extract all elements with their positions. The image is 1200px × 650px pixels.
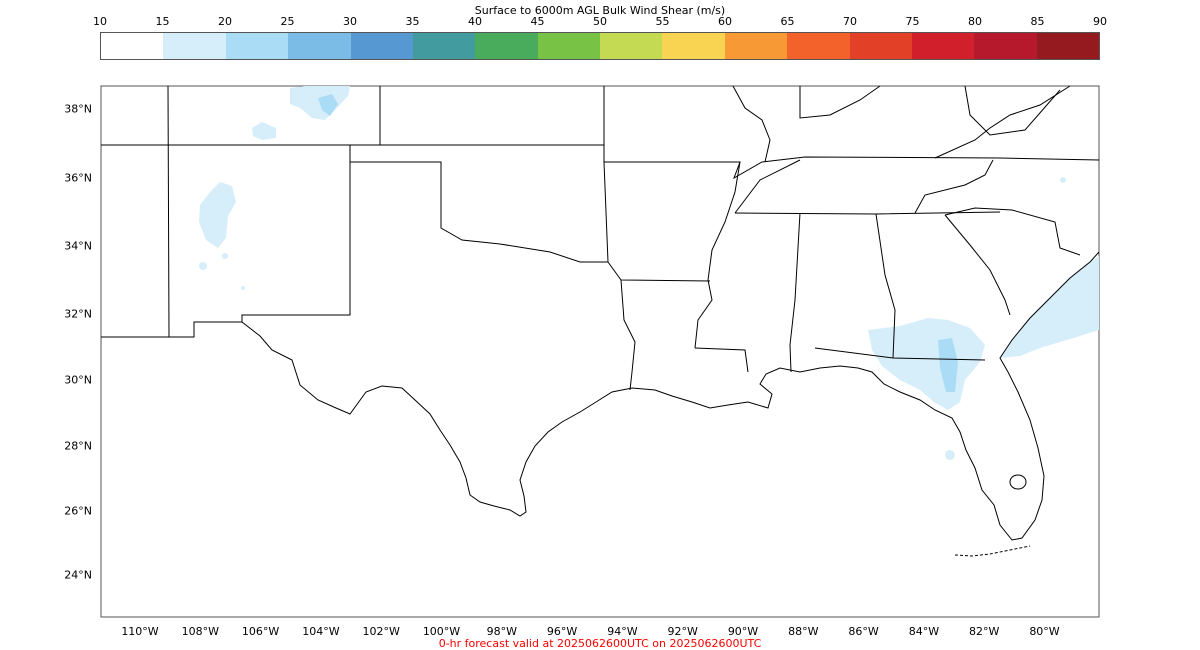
latitude-label: 32°N [64,307,92,321]
colorbar-tick-label: 60 [718,15,732,28]
state-borders [101,85,1100,557]
colorbar-segment [662,33,725,59]
colorbar-tick-label: 30 [343,15,357,28]
latitude-label: 28°N [64,439,92,453]
colorbar-segment [163,33,226,59]
border-in-oh [799,85,881,119]
colorbar-segment [225,33,289,59]
colorbar-ticks: 10 15 20 25 30 35 40 45 50 55 60 65 70 75 80 85 90 [93,15,1107,29]
colorbar-segment [724,33,788,59]
lake-okeechobee [1009,474,1027,490]
longitude-label: 104°W [302,625,340,638]
latitude-label: 30°N [64,373,92,387]
latitude-label: 38°N [64,102,92,116]
border-ga-sc [944,207,1081,256]
colorbar-segment [412,33,476,59]
border-ms-river [694,161,741,349]
colorbar-tick-label: 90 [1093,15,1107,28]
shear-dot-nm-2 [222,253,228,259]
latitude-label: 26°N [64,504,92,518]
colorbar-segment [537,33,600,59]
longitude-label: 106°W [241,625,280,638]
latitude-label: 36°N [64,171,92,185]
longitude-label: 80°W [1029,625,1060,638]
longitude-label: 108°W [181,625,219,638]
colorbar-tick-label: 10 [93,15,107,28]
colorbar-tick-label: 25 [280,15,295,28]
border-fl-north [814,347,986,361]
colorbar-segment [787,33,850,59]
colorbar-segment [475,33,538,59]
shear-dot-nm-3 [241,286,245,290]
longitude-label: 88°W [788,625,819,638]
longitude-label: 90°W [727,625,759,638]
colorbar-segment [101,33,164,59]
forecast-caption: 0-hr forecast valid at 2025062600UTC on … [438,637,762,650]
colorbar [100,32,1100,60]
colorbar-tick-label: 15 [155,15,170,28]
border-ky-tn [734,159,801,214]
coast-texas [241,251,1100,541]
shear-dot-nc [1060,177,1066,183]
colorbar-tick-label: 50 [593,15,607,28]
colorbar-tick-label: 65 [780,15,795,28]
shear-area-southeast [868,318,985,410]
wind-shear-shading [199,86,1099,460]
keys [954,545,1031,557]
border-wv [934,85,1071,159]
shear-area-kansas-west [252,122,276,140]
border-ms-al [789,212,801,373]
colorbar-tick-label: 40 [468,15,482,28]
border-wv-va [964,85,1061,136]
colorbar-tick-label: 80 [968,15,982,28]
border-la-ms [694,347,749,373]
longitude-label: 98°W [486,625,517,638]
colorbar-tick-label: 35 [405,15,420,28]
latitude-label: 34°N [64,239,92,253]
colorbar-tick-label: 75 [905,15,920,28]
shear-dot-fl [945,450,955,460]
shear-area-atlantic [1000,256,1099,358]
colorbar-tick-label: 20 [218,15,232,28]
shear-area-southeast-core [938,338,958,392]
longitude-label: 96°W [546,625,578,638]
longitude-label: 94°W [607,625,638,638]
chart-title: Surface to 6000m AGL Bulk Wind Shear (m/… [474,4,726,17]
colorbar-segment [288,33,351,59]
colorbar-segment [1036,33,1099,59]
border-al-ga [875,213,896,359]
shear-area-colorado-core [318,94,338,116]
border-sc-ga-river [944,214,1011,316]
colorbar-tick-label: 55 [655,15,670,28]
border-az-nm [167,85,170,338]
colorbar-segment [911,33,975,59]
latitude-label: 24°N [64,568,92,582]
longitude-label: 100°W [422,625,461,638]
shear-dot-nm-1 [199,262,207,270]
longitude-label: 82°W [969,625,1000,638]
border-ohio-river [732,85,771,163]
colorbar-segment [600,33,663,59]
longitude-label: 110°W [121,625,159,638]
shear-area-new-mexico [199,182,236,248]
border-ok-tx [349,145,608,263]
longitude-label: 92°W [667,625,698,638]
colorbar-tick-label: 85 [1030,15,1045,28]
colorbar-tick-label: 45 [530,15,545,28]
colorbar-segment [350,33,413,59]
border-tx-la [620,279,636,391]
colorbar-segment [974,33,1037,59]
border-nc-va [914,159,994,214]
longitude-label: 102°W [362,625,400,638]
colorbar-tick-label: 70 [843,15,857,28]
longitude-label: 86°W [848,625,879,638]
colorbar-segment [849,33,912,59]
longitude-label: 84°W [908,625,940,638]
